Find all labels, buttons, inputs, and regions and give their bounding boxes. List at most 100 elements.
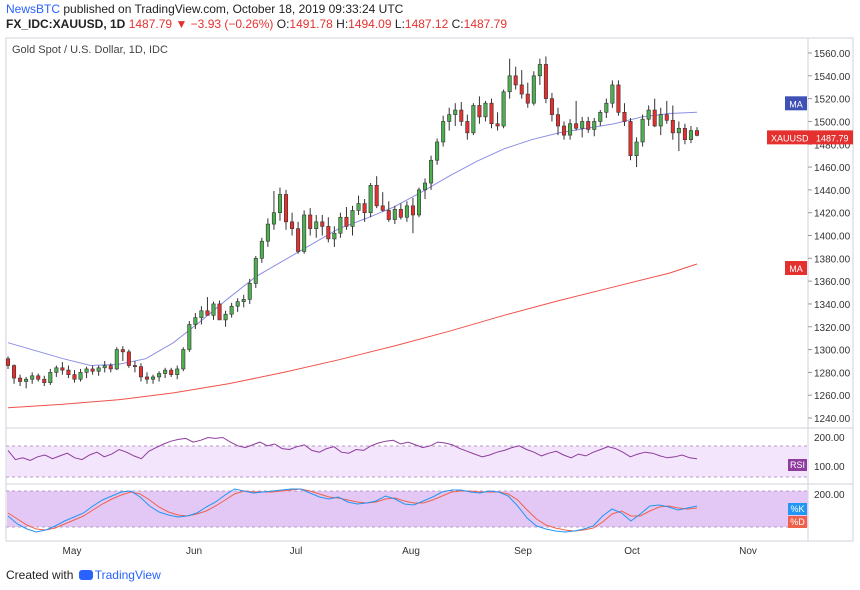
moving-averages: [7, 111, 698, 409]
candle-body: [12, 365, 17, 379]
candle-body: [646, 109, 651, 120]
candle-body: [429, 159, 434, 184]
rsi-tick-label: 100.00: [814, 462, 845, 473]
stoch-k-line: [7, 488, 698, 533]
candle-body: [598, 112, 603, 122]
candle-body: [592, 121, 597, 130]
down-arrow-icon: ▼: [175, 17, 188, 31]
candle-body: [453, 109, 458, 115]
candle-body: [435, 141, 440, 161]
created-with-label: Created with: [6, 568, 74, 582]
y-tick-label: 1360.00: [814, 277, 851, 288]
candle-body: [338, 216, 343, 234]
close-value: 1487.79: [463, 17, 508, 31]
candle-body: [356, 203, 361, 211]
candle-body: [290, 221, 295, 229]
rsi-tag-badge: [788, 459, 807, 471]
candle-body: [138, 366, 143, 378]
x-tick-label: Nov: [739, 546, 757, 557]
candle-body: [54, 367, 59, 373]
candle-body: [676, 127, 681, 134]
rsi-pane[interactable]: 200.00 100.00 RSI: [6, 433, 845, 478]
publisher-name[interactable]: NewsBTC: [6, 2, 61, 16]
rsi-band: [7, 446, 808, 477]
low-value: 1487.12: [404, 17, 449, 31]
candle-body: [326, 226, 331, 240]
open-label: O:: [276, 17, 290, 31]
candle-body: [447, 114, 452, 122]
stochastic-pane[interactable]: 200.00 %K %D: [6, 488, 845, 533]
candle-body: [96, 367, 101, 372]
candle-body: [410, 205, 415, 216]
candle-body: [108, 365, 113, 370]
candle-body: [465, 121, 470, 134]
candle-body: [84, 368, 89, 373]
price-tag-symbol: XAUUSD: [771, 133, 809, 143]
candle-body: [284, 194, 289, 223]
candle-body: [483, 102, 488, 118]
candle-body: [217, 303, 222, 321]
y-tick-label: 1420.00: [814, 209, 851, 220]
rsi-tick-label: 200.00: [814, 433, 845, 444]
candle-body: [296, 228, 301, 252]
candle-body: [374, 185, 379, 207]
candle-body: [682, 127, 687, 140]
candle-body: [416, 189, 421, 216]
time-axis[interactable]: May Jun Jul Aug Sep Oct Nov: [63, 546, 757, 557]
y-tick-label: 1260.00: [814, 391, 851, 402]
candle-body: [392, 208, 397, 220]
candle-body: [90, 368, 95, 372]
ma-tag-label: MA: [789, 264, 803, 274]
y-tick-label: 1380.00: [814, 254, 851, 265]
y-tick-label: 1240.00: [814, 414, 851, 425]
candle-body: [694, 130, 699, 136]
candle-body: [580, 121, 585, 129]
x-tick-label: Aug: [402, 546, 420, 557]
candle-body: [211, 303, 216, 316]
rsi-line: [7, 436, 698, 462]
candle-body: [332, 232, 337, 240]
candle-body: [398, 208, 403, 218]
x-tick-label: Sep: [514, 546, 532, 557]
candle-body: [501, 91, 506, 127]
last-price: 1487.79: [128, 17, 173, 31]
candle-body: [265, 223, 270, 242]
price-axis[interactable]: 1240.00 1260.00 1280.00 1300.00 1320.00 1340.…: [808, 49, 851, 425]
candle-body: [604, 102, 609, 113]
candle-body: [60, 367, 65, 371]
candle-body: [308, 214, 313, 229]
candle-body: [42, 378, 47, 383]
low-label: L:: [394, 17, 405, 31]
candle-body: [66, 369, 71, 375]
tradingview-logo-icon: [78, 570, 93, 580]
candle-body: [652, 109, 657, 127]
candle-body: [78, 372, 83, 380]
candle-body: [380, 205, 385, 211]
candle-body: [368, 185, 373, 213]
candlesticks: [6, 56, 699, 389]
candle-body: [72, 374, 77, 380]
candle-body: [622, 112, 627, 122]
candle-body: [574, 123, 579, 129]
stoch-d-label: %D: [790, 517, 805, 527]
candle-body: [193, 317, 198, 325]
candle-body: [223, 313, 228, 321]
candle-body: [350, 210, 355, 227]
candle-body: [362, 203, 367, 213]
candle-body: [24, 378, 29, 382]
candle-body: [169, 369, 174, 375]
candle-body: [519, 84, 524, 95]
ma-tag-badge: [785, 261, 807, 276]
candle-body: [175, 368, 180, 375]
candle-body: [36, 375, 41, 380]
y-tick-label: 1500.00: [814, 117, 851, 128]
candle-body: [628, 121, 633, 156]
candle-body: [145, 376, 150, 380]
open-value: 1491.78: [289, 17, 333, 31]
candle-body: [253, 258, 258, 284]
stoch-k-badge: [788, 503, 807, 515]
symbol-label[interactable]: FX_IDC:XAUUSD, 1D: [6, 17, 126, 31]
y-tick-label: 1400.00: [814, 232, 851, 243]
tradingview-link[interactable]: TradingView: [94, 568, 161, 582]
